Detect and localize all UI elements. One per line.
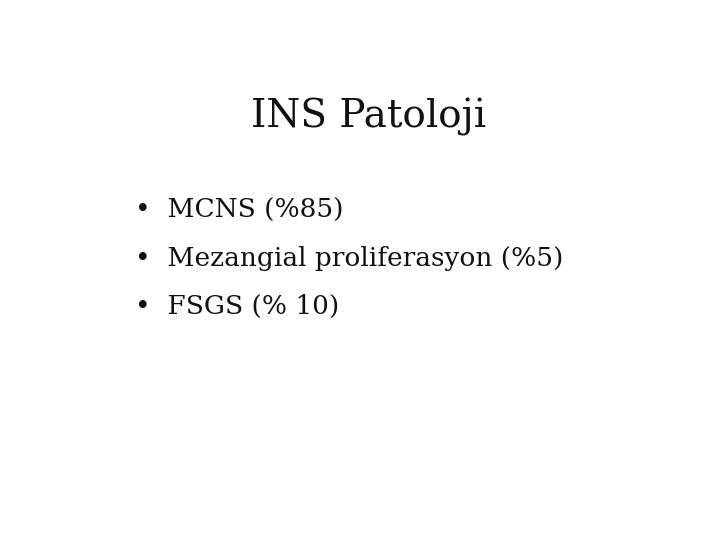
Text: INS Patoloji: INS Patoloji [251, 98, 487, 136]
Text: •  FSGS (% 10): • FSGS (% 10) [135, 293, 339, 319]
Text: •  MCNS (%85): • MCNS (%85) [135, 198, 343, 223]
Text: •  Mezangial proliferasyon (%5): • Mezangial proliferasyon (%5) [135, 246, 563, 271]
